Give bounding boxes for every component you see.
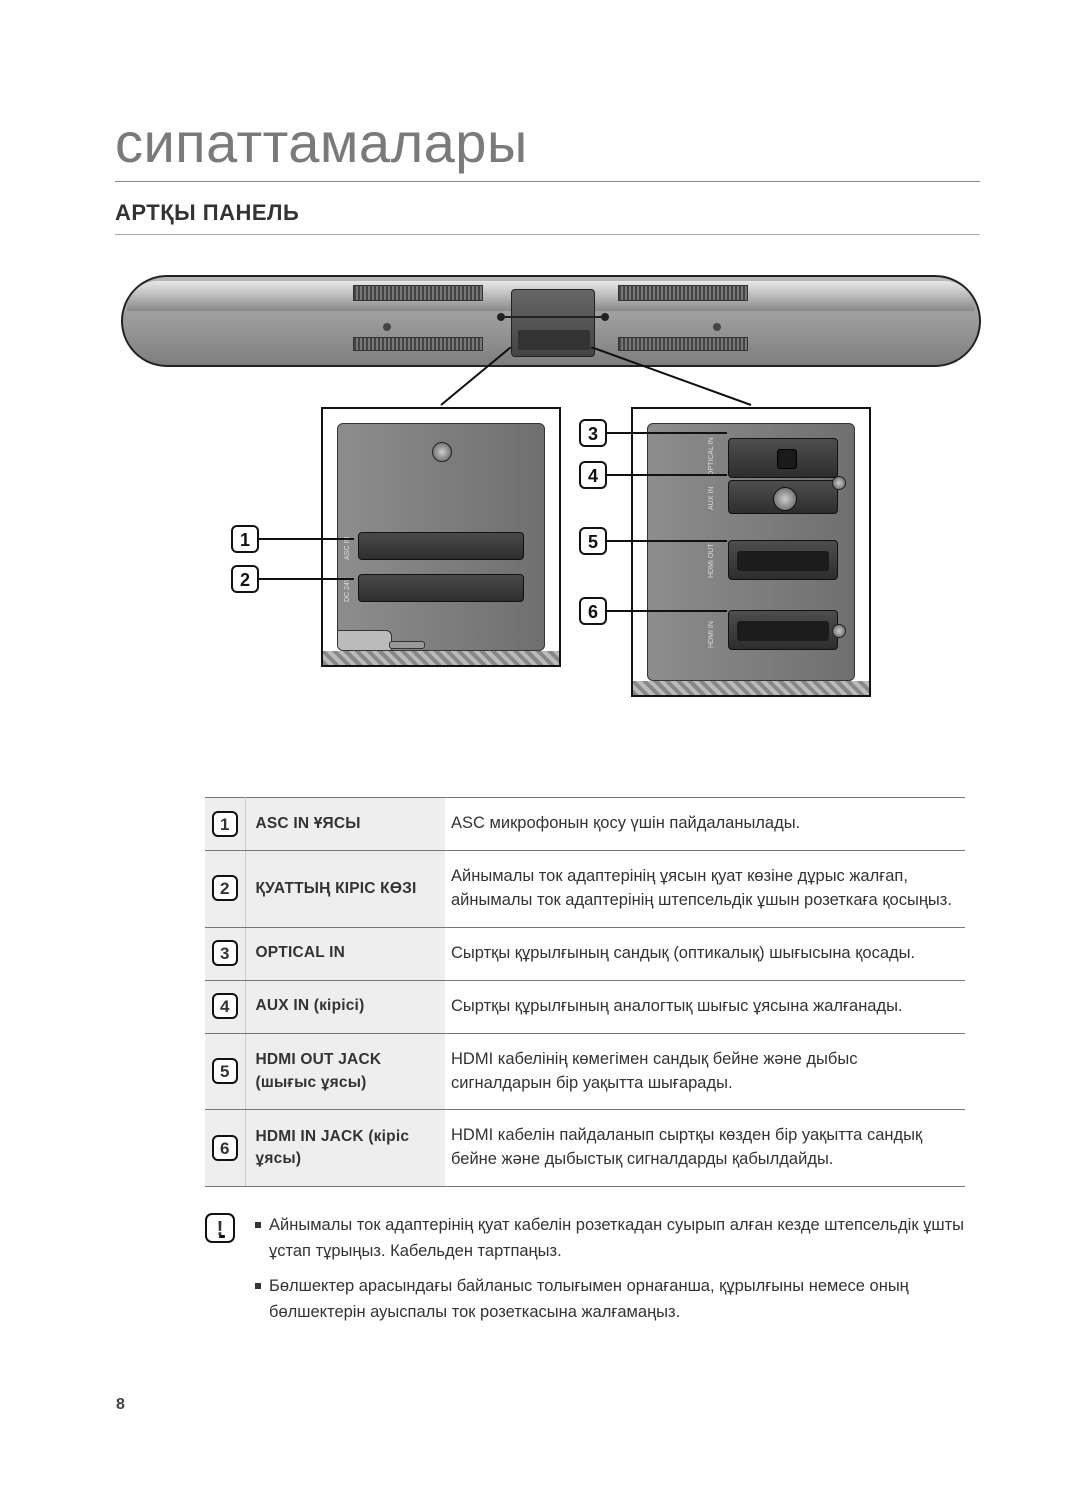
- caution-note: ! Айнымалы ток адаптерінің қуат кабелін …: [205, 1213, 965, 1335]
- table-row: 4 AUX IN (кірісі)Сыртқы құрылғының аналог…: [205, 980, 965, 1033]
- page-number: 8: [116, 1396, 125, 1414]
- row-number: 6: [212, 1135, 238, 1161]
- left-inset: ASC IN DC 24V: [321, 407, 561, 667]
- row-number: 5: [212, 1058, 238, 1084]
- hdmi-in-label: HDMI IN: [708, 621, 715, 648]
- row-name: OPTICAL IN: [245, 927, 445, 980]
- ports-table: 1 ASC IN ҰЯСЫASC микрофонын қосу үшін пай…: [205, 797, 965, 1187]
- page-heading: сипаттамалары: [115, 110, 980, 182]
- section-subheading: АРТҚЫ ПАНЕЛЬ: [115, 200, 980, 235]
- dc-label: DC 24V: [344, 577, 351, 602]
- callout-1: 1: [231, 525, 259, 553]
- row-desc: ASC микрофонын қосу үшін пайдаланылады.: [445, 798, 965, 851]
- note-item: Бөлшектер арасындағы байланыс толығымен …: [255, 1274, 965, 1325]
- right-inset: OPTICAL IN AUX IN HDMI OUT HDMI IN: [631, 407, 871, 697]
- callout-5: 5: [579, 527, 607, 555]
- table-row: 1 ASC IN ҰЯСЫASC микрофонын қосу үшін пай…: [205, 798, 965, 851]
- callout-6: 6: [579, 597, 607, 625]
- caution-icon: !: [205, 1213, 235, 1243]
- row-desc: HDMI кабелін пайдаланып сыртқы көзден бі…: [445, 1110, 965, 1187]
- row-name: ASC IN ҰЯСЫ: [245, 798, 445, 851]
- hdmi-out-label: HDMI OUT: [708, 543, 715, 578]
- callout-4: 4: [579, 461, 607, 489]
- aux-label: AUX IN: [708, 487, 715, 510]
- row-desc: Сыртқы құрылғының сандық (оптикалық) шығ…: [445, 927, 965, 980]
- asc-in-label: ASC IN: [344, 537, 351, 560]
- row-number: 4: [212, 993, 238, 1019]
- row-name: HDMI IN JACK (кіріс ұясы): [245, 1110, 445, 1187]
- row-number: 3: [212, 940, 238, 966]
- row-name: ҚУАТТЫҢ КІРІС КӨЗІ: [245, 850, 445, 927]
- callout-2: 2: [231, 565, 259, 593]
- callout-3: 3: [579, 419, 607, 447]
- row-desc: HDMI кабелінің көмегімен сандық бейне жә…: [445, 1033, 965, 1110]
- table-row: 3 OPTICAL INСыртқы құрылғының сандық (опт…: [205, 927, 965, 980]
- row-name: AUX IN (кірісі): [245, 980, 445, 1033]
- row-name: HDMI OUT JACK (шығыс ұясы): [245, 1033, 445, 1110]
- note-item: Айнымалы ток адаптерінің қуат кабелін ро…: [255, 1213, 965, 1264]
- lead-lines-top: [121, 347, 981, 407]
- table-row: 2 ҚУАТТЫҢ КІРІС КӨЗІАйнымалы ток адаптері…: [205, 850, 965, 927]
- row-number: 2: [212, 875, 238, 901]
- row-number: 1: [212, 811, 238, 837]
- row-desc: Сыртқы құрылғының аналогтық шығыс ұясына…: [445, 980, 965, 1033]
- optical-label: OPTICAL IN: [708, 437, 715, 476]
- row-desc: Айнымалы ток адаптерінің ұясын қуат көзі…: [445, 850, 965, 927]
- rear-panel-diagram: ASC IN DC 24V OPTICAL IN AUX IN: [121, 275, 981, 737]
- table-row: 6 HDMI IN JACK (кіріс ұясы)HDMI кабелін п…: [205, 1110, 965, 1187]
- table-row: 5 HDMI OUT JACK (шығыс ұясы)HDMI кабеліні…: [205, 1033, 965, 1110]
